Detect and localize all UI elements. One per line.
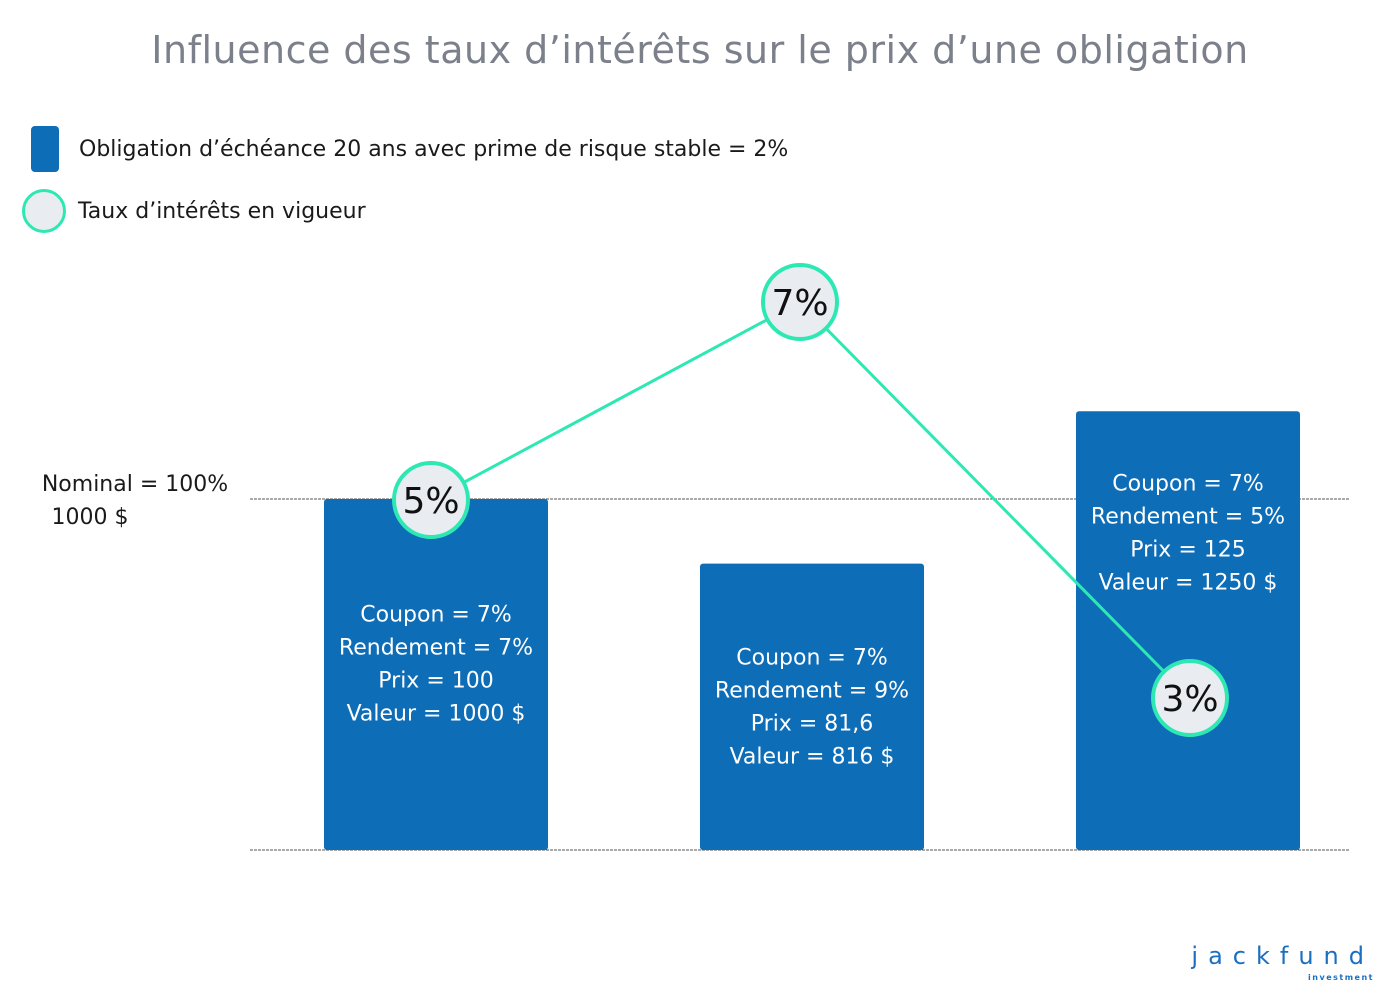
nominal-label-line2: 1000 $ (51, 505, 129, 530)
legend-item-rate: Taux d’intérêts en vigueur (22, 189, 366, 233)
legend-label-bond: Obligation d’échéance 20 ans avec prime … (79, 136, 789, 162)
bar-2-label: Valeur = 816 $ (730, 745, 895, 770)
bar-3-label: Rendement = 5% (1091, 505, 1285, 530)
bar-1-label: Prix = 100 (378, 669, 493, 694)
rate-label-1: 5% (402, 481, 459, 522)
bar-2-label: Prix = 81,6 (751, 712, 873, 737)
rate-label-3: 3% (1161, 679, 1218, 720)
rate-point-1 (392, 461, 470, 539)
bar-2 (700, 563, 924, 850)
bar-3-label: Coupon = 7% (1112, 472, 1263, 497)
rate-point-3 (1151, 659, 1229, 737)
bar-3 (1076, 411, 1300, 850)
nominal-label: Nominal = 100% 1000 $ (20, 468, 250, 534)
bar-1-label: Coupon = 7% (360, 603, 511, 628)
bar-2-label: Coupon = 7% (736, 646, 887, 671)
logo-main-text: jackfund (1191, 942, 1374, 970)
chart-title: Influence des taux d’intérêts sur le pri… (151, 28, 1249, 72)
bar-2-label: Rendement = 9% (715, 679, 909, 704)
legend-item-bond: Obligation d’échéance 20 ans avec prime … (22, 126, 788, 172)
rate-point-2 (761, 263, 839, 341)
legend-bar-swatch (31, 126, 59, 172)
legend-label-rate: Taux d’intérêts en vigueur (78, 198, 366, 224)
legend-circle-swatch (22, 189, 66, 233)
nominal-label-line1: Nominal = 100% (41, 472, 229, 497)
bar-1 (324, 499, 548, 850)
bar-3-label: Prix = 125 (1130, 538, 1245, 563)
bar-1-label: Valeur = 1000 $ (347, 702, 526, 727)
rate-label-2: 7% (771, 283, 828, 324)
logo-sub-text: investment (1308, 973, 1374, 982)
jackfund-logo: jackfund investment (1191, 942, 1374, 983)
bar-1-label: Rendement = 7% (339, 636, 533, 661)
bar-3-label: Valeur = 1250 $ (1099, 571, 1278, 596)
